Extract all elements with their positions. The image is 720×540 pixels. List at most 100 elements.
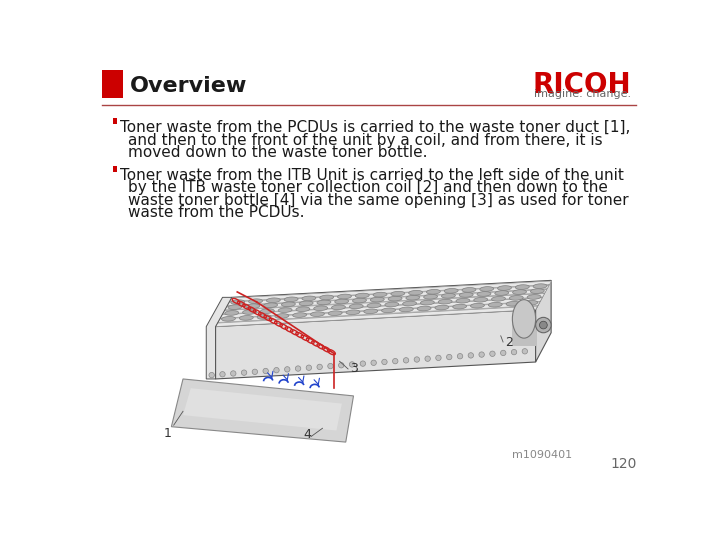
Circle shape (360, 361, 366, 366)
Ellipse shape (426, 289, 441, 294)
Circle shape (479, 352, 485, 357)
Ellipse shape (257, 315, 271, 319)
Circle shape (371, 360, 377, 366)
Circle shape (490, 351, 495, 356)
Ellipse shape (506, 301, 520, 306)
Ellipse shape (513, 300, 536, 338)
Text: 1: 1 (163, 427, 171, 440)
Ellipse shape (382, 308, 395, 313)
Circle shape (425, 356, 431, 361)
Ellipse shape (370, 297, 384, 302)
Circle shape (306, 365, 312, 370)
Circle shape (274, 368, 279, 373)
Ellipse shape (524, 300, 538, 305)
Ellipse shape (435, 305, 449, 310)
Ellipse shape (527, 295, 541, 299)
Circle shape (252, 369, 258, 375)
Circle shape (328, 363, 333, 369)
Ellipse shape (406, 295, 420, 300)
Text: 120: 120 (610, 457, 636, 471)
Ellipse shape (498, 286, 511, 291)
Ellipse shape (470, 303, 485, 308)
Text: waste toner bottle [4] via the same opening [3] as used for toner: waste toner bottle [4] via the same open… (128, 193, 629, 207)
Ellipse shape (284, 297, 298, 302)
Circle shape (446, 354, 452, 360)
Ellipse shape (264, 303, 277, 308)
Ellipse shape (480, 287, 494, 291)
Ellipse shape (384, 302, 399, 307)
Ellipse shape (331, 305, 346, 309)
Ellipse shape (300, 301, 313, 306)
Ellipse shape (459, 293, 473, 297)
Ellipse shape (225, 310, 239, 315)
Text: m1090401: m1090401 (513, 450, 572, 460)
Ellipse shape (495, 291, 509, 295)
Ellipse shape (388, 296, 402, 301)
Polygon shape (215, 306, 538, 327)
Text: 3: 3 (350, 362, 358, 375)
Ellipse shape (278, 308, 292, 313)
Circle shape (457, 354, 463, 359)
Circle shape (284, 367, 290, 372)
Polygon shape (206, 298, 232, 379)
Ellipse shape (320, 295, 333, 300)
Ellipse shape (349, 304, 363, 309)
Ellipse shape (516, 285, 529, 289)
Ellipse shape (456, 299, 470, 303)
Ellipse shape (275, 314, 289, 318)
Circle shape (392, 359, 398, 364)
Ellipse shape (477, 292, 491, 296)
Circle shape (403, 357, 409, 363)
Polygon shape (220, 298, 542, 318)
Text: 4: 4 (303, 428, 311, 441)
Ellipse shape (373, 292, 387, 297)
Text: RICOH: RICOH (532, 71, 631, 99)
Circle shape (468, 353, 474, 358)
Polygon shape (222, 294, 544, 314)
Ellipse shape (296, 307, 310, 312)
Ellipse shape (231, 300, 245, 305)
FancyBboxPatch shape (102, 70, 123, 98)
Ellipse shape (302, 296, 316, 301)
Circle shape (209, 373, 215, 378)
Ellipse shape (239, 315, 253, 320)
Ellipse shape (531, 289, 544, 293)
Ellipse shape (391, 292, 405, 296)
Text: imagine. change.: imagine. change. (534, 90, 631, 99)
Text: by the ITB waste toner collection coil [2] and then down to the: by the ITB waste toner collection coil [… (128, 180, 608, 195)
FancyBboxPatch shape (113, 166, 117, 172)
Ellipse shape (243, 309, 256, 314)
Ellipse shape (367, 303, 381, 308)
Bar (513, 319, 536, 346)
Circle shape (241, 370, 247, 375)
Polygon shape (171, 379, 354, 442)
Ellipse shape (228, 305, 242, 309)
Circle shape (382, 359, 387, 364)
Ellipse shape (438, 299, 452, 304)
Ellipse shape (353, 298, 366, 303)
Ellipse shape (314, 306, 328, 310)
Ellipse shape (355, 293, 369, 298)
Circle shape (230, 371, 236, 376)
Text: Toner waste from the ITB Unit is carried to the left side of the unit: Toner waste from the ITB Unit is carried… (120, 168, 624, 183)
Polygon shape (225, 289, 547, 310)
Ellipse shape (462, 288, 476, 292)
Polygon shape (536, 280, 551, 362)
Polygon shape (215, 280, 551, 327)
Circle shape (414, 357, 420, 362)
Circle shape (263, 368, 269, 374)
Ellipse shape (248, 299, 263, 303)
Circle shape (349, 362, 355, 367)
Text: waste from the PCDUs.: waste from the PCDUs. (128, 205, 305, 220)
Text: 2: 2 (505, 335, 513, 348)
Ellipse shape (423, 294, 438, 299)
Ellipse shape (310, 312, 325, 316)
Ellipse shape (444, 288, 458, 293)
Ellipse shape (222, 316, 235, 321)
Circle shape (522, 349, 528, 354)
Ellipse shape (246, 304, 260, 308)
Ellipse shape (474, 298, 487, 302)
Circle shape (536, 318, 551, 333)
Polygon shape (215, 309, 536, 379)
FancyBboxPatch shape (113, 118, 117, 124)
